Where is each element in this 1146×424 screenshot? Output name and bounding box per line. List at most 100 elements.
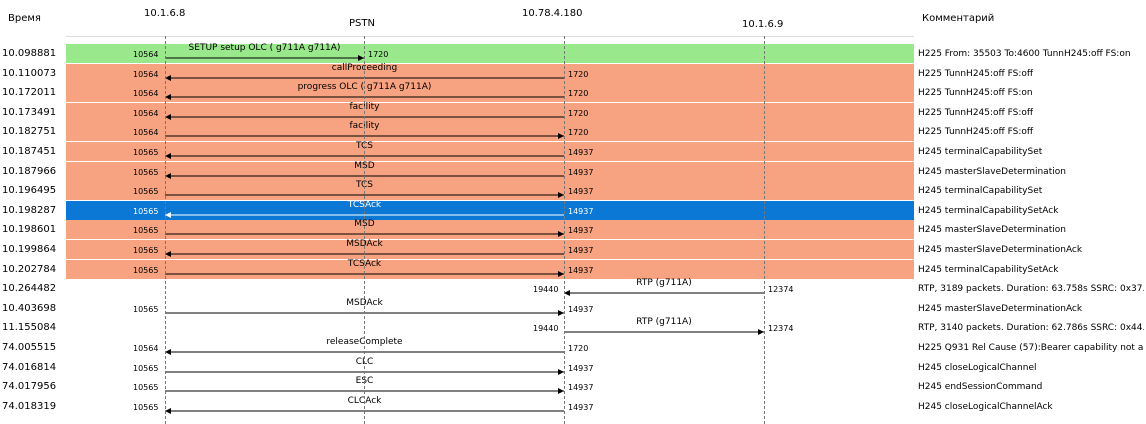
destination-port: 14937 [568,148,594,157]
source-port: 19440 [533,285,559,295]
source-port: 10565 [133,265,159,275]
message-arrow [165,270,564,277]
message-label: RTP (g711A) [636,278,692,289]
row-comment: H225 TunnH245:off FS:off [918,68,1034,79]
destination-port: 14937 [568,402,594,412]
row-time: 10.110073 [2,67,57,79]
row-time: 74.005515 [2,342,57,353]
destination-port: 1720 [368,50,389,59]
lifeline [165,36,166,424]
source-port: 10565 [133,187,159,197]
source-port: 10565 [133,226,159,236]
destination-port: 14937 [568,383,594,393]
message-arrow [165,113,564,120]
row-comment: H245 terminalCapabilitySet [918,147,1043,157]
row-time: 10.202784 [2,263,57,275]
source-port: 10565 [133,167,159,177]
message-label: RTP (g711A) [636,317,692,328]
source-port: 10565 [133,304,159,314]
host-ip-3: 10.78.4.180 [522,8,583,19]
destination-port: 14937 [568,226,594,236]
row-comment: H245 terminalCapabilitySetAck [918,205,1059,216]
message-arrow [165,251,564,257]
message-arrow [165,74,564,81]
time-column-header: Время [8,13,41,24]
message-arrow [165,94,564,101]
message-arrow [165,55,364,61]
destination-port: 12374 [768,324,794,334]
row-time: 10.264482 [2,283,57,295]
comment-column-header: Комментарий [922,13,995,24]
source-port: 10565 [133,402,159,412]
row-comment: H245 endSessionCommand [918,382,1043,393]
message-arrow [564,329,764,336]
source-port: 10564 [133,69,159,79]
row-comment: H245 terminalCapabilitySetAck [918,264,1059,275]
source-port: 10565 [133,383,159,393]
lifeline [764,36,765,424]
destination-port: 14937 [568,246,594,255]
destination-port: 1720 [568,344,589,353]
source-port: 10565 [133,363,159,373]
row-time: 10.173491 [2,106,57,118]
row-time: 10.098881 [2,48,57,59]
message-arrow [165,133,564,140]
source-port: 10564 [133,89,159,99]
row-comment: H245 masterSlaveDetermination [918,225,1066,236]
row-comment: H245 masterSlaveDetermination [918,166,1066,177]
message-arrow [165,349,564,355]
row-time: 10.198287 [2,204,57,216]
host-ip-1: 10.1.6.8 [144,8,186,19]
row-time: 10.198601 [2,224,57,236]
source-port: 10564 [133,128,159,138]
message-arrow [564,290,764,297]
message-arrow [165,153,564,159]
source-port: 10565 [133,246,159,255]
message-arrow [165,368,564,375]
destination-port: 12374 [768,285,794,295]
row-time: 10.187966 [2,165,57,177]
message-arrow [165,309,564,316]
row-comment: H245 masterSlaveDeterminationAck [918,245,1083,255]
row-comment: H245 closeLogicalChannelAck [918,401,1053,412]
message-arrow [165,172,564,179]
destination-port: 14937 [568,265,594,275]
message-arrow [165,192,564,199]
lifeline [364,36,365,424]
source-port: 10565 [133,148,159,157]
row-comment: RTP, 3189 packets. Duration: 63.758s SSR… [918,284,1144,295]
destination-port: 1720 [568,89,589,99]
message-label: SETUP setup OLC ( g711A g711A) [188,43,341,53]
destination-port: 14937 [568,187,594,197]
row-time: 74.016814 [2,361,57,373]
diagram-top-border [66,36,914,37]
row-comment: H245 closeLogicalChannel [918,362,1037,373]
destination-port: 1720 [568,128,589,138]
source-port: 10564 [133,50,159,59]
row-time: 10.187451 [2,146,57,157]
destination-port: 14937 [568,304,594,314]
row-time: 10.182751 [2,126,57,138]
source-port: 19440 [533,324,559,334]
row-time: 10.199864 [2,244,57,255]
row-comment: RTP, 3140 packets. Duration: 62.786s SSR… [918,323,1144,334]
lifeline [564,36,565,424]
row-comment: H245 terminalCapabilitySet [918,186,1043,197]
row-comment: H225 TunnH245:off FS:off [918,127,1034,138]
host-name-pstn: PSTN [349,18,375,29]
message-arrow [165,388,564,395]
destination-port: 14937 [568,206,594,216]
row-comment: H225 Q931 Rel Cause (57):Bearer capabili… [918,343,1144,353]
source-port: 10564 [133,344,159,353]
message-arrow [165,407,564,414]
message-arrow [165,211,564,218]
row-time: 74.017956 [2,381,57,393]
destination-port: 1720 [568,108,589,118]
row-time: 74.018319 [2,400,57,412]
destination-port: 1720 [568,69,589,79]
row-time: 10.196495 [2,185,57,197]
row-comment: H225 TunnH245:off FS:on [918,88,1033,99]
message-arrow [165,231,564,238]
row-comment: H225 TunnH245:off FS:off [918,107,1034,118]
source-port: 10564 [133,108,159,118]
